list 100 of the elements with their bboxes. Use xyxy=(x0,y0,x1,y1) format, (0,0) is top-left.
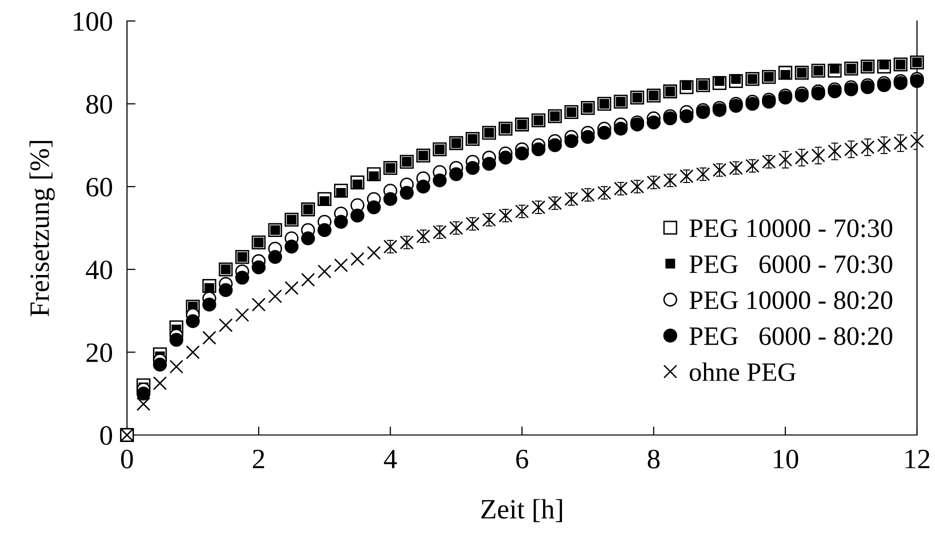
y-tick-label: 20 xyxy=(86,343,112,362)
point xyxy=(169,332,184,347)
point xyxy=(894,136,908,150)
point xyxy=(218,283,233,298)
legend-label: PEG 6000 - 70:30 xyxy=(690,255,892,274)
legend-label: PEG 6000 - 80:20 xyxy=(690,327,892,346)
point xyxy=(663,173,678,188)
point xyxy=(564,134,578,148)
legend-label: PEG 10000 - 80:20 xyxy=(690,291,892,310)
point xyxy=(432,225,447,240)
point xyxy=(466,161,480,175)
point xyxy=(630,118,644,132)
point xyxy=(383,192,398,206)
point xyxy=(614,122,628,136)
point xyxy=(366,200,381,214)
x-tick-label: 2 xyxy=(252,450,264,468)
x-tick-label: 8 xyxy=(648,450,660,468)
point xyxy=(646,115,661,130)
point xyxy=(498,208,512,223)
point xyxy=(136,386,150,401)
point xyxy=(284,281,299,295)
point xyxy=(548,138,562,152)
point xyxy=(712,163,726,177)
point xyxy=(383,240,398,254)
point xyxy=(597,186,612,200)
x-tick-label: 6 xyxy=(516,450,528,468)
x-tick-label: 10 xyxy=(774,450,798,468)
point xyxy=(548,196,562,210)
point xyxy=(794,150,809,165)
point xyxy=(630,180,644,194)
point xyxy=(416,229,430,244)
legend-label: PEG 10000 - 70:30 xyxy=(690,219,892,238)
point xyxy=(680,169,694,184)
point xyxy=(811,148,826,162)
point xyxy=(252,298,266,312)
point xyxy=(580,130,595,144)
point xyxy=(318,264,332,278)
x-tick-label: 0 xyxy=(121,450,133,468)
point xyxy=(152,376,167,390)
y-tick-label: 0 xyxy=(100,426,112,445)
point xyxy=(169,360,184,374)
point xyxy=(186,345,200,360)
point xyxy=(301,231,315,246)
point xyxy=(828,144,842,158)
point xyxy=(400,186,414,200)
point xyxy=(745,158,760,173)
point xyxy=(811,86,826,100)
point xyxy=(564,192,578,206)
point xyxy=(350,208,364,223)
point xyxy=(432,173,447,188)
point xyxy=(860,140,875,154)
point xyxy=(877,138,892,152)
point xyxy=(449,221,464,235)
point xyxy=(498,150,512,165)
point xyxy=(318,223,332,238)
point xyxy=(284,240,299,254)
point xyxy=(532,142,546,156)
point xyxy=(515,204,529,218)
point xyxy=(350,252,364,266)
point xyxy=(334,258,348,272)
point xyxy=(762,154,776,169)
point xyxy=(152,358,167,372)
legend-label: ohne PEG xyxy=(690,362,796,382)
point xyxy=(186,314,200,328)
point xyxy=(235,308,250,322)
point xyxy=(218,318,233,332)
point xyxy=(334,214,348,229)
point xyxy=(449,167,464,182)
point xyxy=(729,161,743,175)
y-axis-title: Freisetzung [%] xyxy=(30,140,55,316)
point xyxy=(778,90,792,105)
x-axis-title: Zeit [h] xyxy=(481,499,562,522)
point xyxy=(646,176,661,190)
point xyxy=(466,216,480,231)
point xyxy=(696,167,710,182)
point xyxy=(580,188,595,202)
point xyxy=(416,180,430,194)
x-tick-label: 4 xyxy=(384,450,397,468)
point xyxy=(532,200,546,214)
point xyxy=(482,156,496,171)
y-tick-label: 100 xyxy=(74,12,112,31)
point xyxy=(301,272,315,287)
point xyxy=(515,146,529,160)
point xyxy=(400,236,414,250)
point xyxy=(696,105,710,120)
point xyxy=(910,134,924,148)
point xyxy=(894,76,908,90)
x-tick-label: 12 xyxy=(906,450,930,468)
point xyxy=(252,260,266,274)
point xyxy=(202,330,216,345)
point xyxy=(680,109,694,124)
point xyxy=(844,142,858,156)
point xyxy=(268,250,282,264)
point xyxy=(136,397,150,411)
y-tick-label: 40 xyxy=(86,260,112,280)
point xyxy=(597,126,612,140)
point xyxy=(366,246,381,260)
y-tick-label: 80 xyxy=(86,94,112,114)
point xyxy=(235,270,250,285)
point xyxy=(268,289,282,304)
